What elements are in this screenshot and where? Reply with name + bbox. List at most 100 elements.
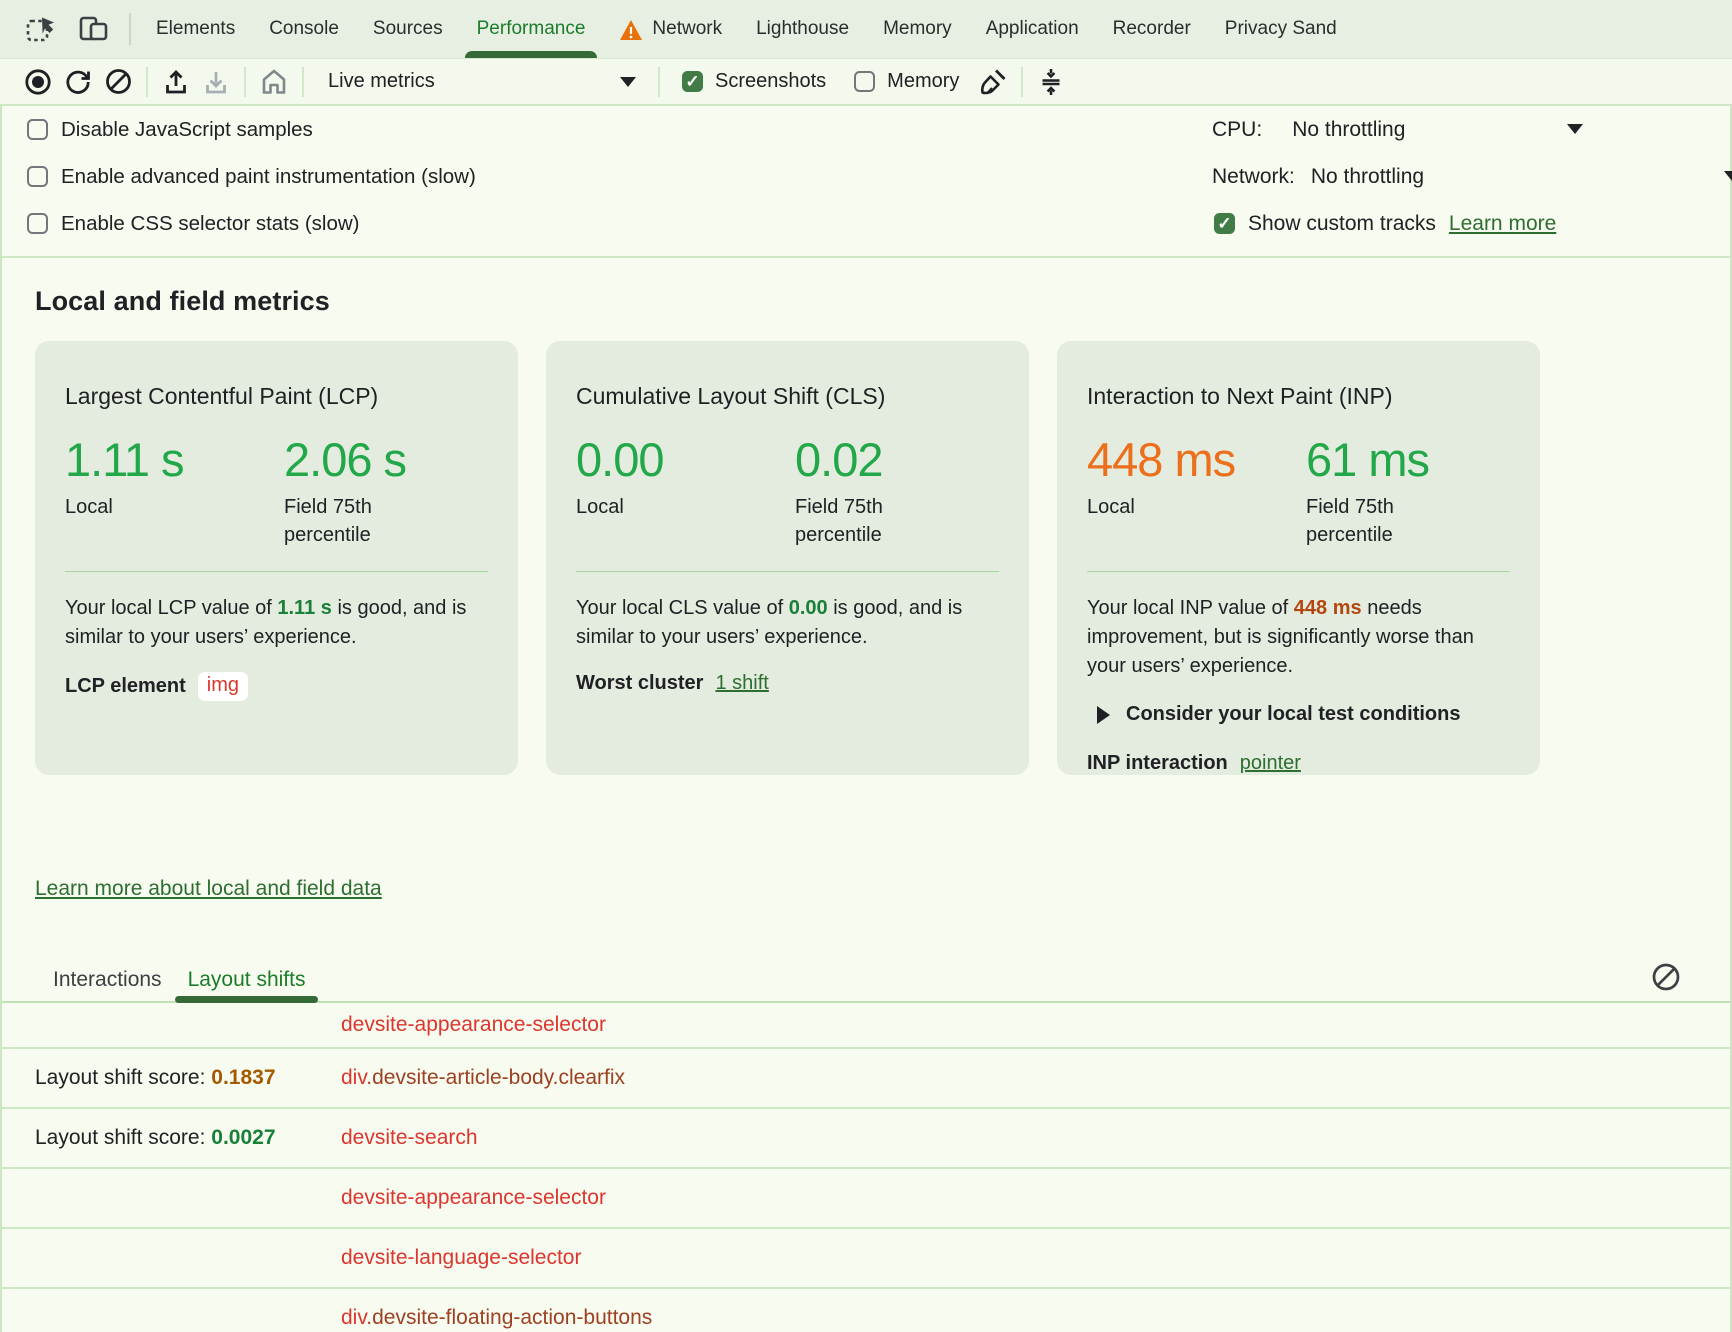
log-tab[interactable]: Layout shifts bbox=[175, 959, 319, 1001]
panel-tab[interactable]: Network bbox=[602, 0, 739, 58]
screenshots-label: Screenshots bbox=[715, 70, 826, 93]
log-tab[interactable]: Interactions bbox=[40, 959, 175, 1001]
clear-icon[interactable] bbox=[98, 63, 138, 101]
checkbox[interactable] bbox=[27, 119, 48, 140]
lcp-values: 1.11 s Local 2.06 s Field 75th percentil… bbox=[65, 435, 488, 549]
panel-tab-label: Lighthouse bbox=[756, 18, 849, 40]
view-mode-label: Live metrics bbox=[328, 70, 620, 93]
learn-more-link[interactable]: Learn more bbox=[1449, 212, 1556, 236]
capture-settings-checkboxes: Disable JavaScript samples Enable advanc… bbox=[27, 106, 476, 247]
table-row[interactable]: devsite-appearance-selector bbox=[2, 1003, 1730, 1049]
element-link[interactable]: devsite-language-selector bbox=[341, 1246, 581, 1269]
element-link[interactable]: devsite-appearance-selector bbox=[341, 1186, 606, 1209]
network-label: Network: bbox=[1212, 165, 1295, 189]
lcp-element-link[interactable]: img bbox=[198, 672, 248, 701]
cls-field-label: Field 75th percentile bbox=[795, 493, 955, 549]
toolbar-separator bbox=[244, 67, 246, 97]
checkbox[interactable] bbox=[27, 166, 48, 187]
cls-worst-cluster-row: Worst cluster 1 shift bbox=[576, 672, 999, 695]
memory-toggle[interactable]: Memory bbox=[840, 70, 973, 93]
custom-tracks-checkbox[interactable] bbox=[1214, 213, 1235, 234]
checkbox-label: Enable advanced paint instrumentation (s… bbox=[61, 165, 476, 189]
download-profile-icon[interactable] bbox=[196, 63, 236, 101]
device-toolbar-icon[interactable] bbox=[67, 0, 121, 58]
inp-local-value: 448 ms bbox=[1087, 435, 1306, 484]
gc-broom-icon[interactable] bbox=[973, 63, 1013, 101]
panel-tab-label: Elements bbox=[156, 18, 235, 40]
checkbox[interactable] bbox=[27, 213, 48, 234]
page-title: Local and field metrics bbox=[2, 258, 1730, 317]
element-link[interactable]: devsite-appearance-selector bbox=[341, 1013, 606, 1036]
table-row[interactable]: Layout shift score: 0.1837 div.devsite-a… bbox=[2, 1049, 1730, 1109]
settings-checkbox-row[interactable]: Disable JavaScript samples bbox=[27, 106, 476, 153]
element-link[interactable]: div.devsite-article-body.clearfix bbox=[341, 1066, 625, 1089]
table-row[interactable]: devsite-appearance-selector bbox=[2, 1169, 1730, 1229]
settings-checkbox-row[interactable]: Enable CSS selector stats (slow) bbox=[27, 200, 476, 247]
upload-profile-icon[interactable] bbox=[156, 63, 196, 101]
table-row[interactable]: devsite-language-selector bbox=[2, 1229, 1730, 1289]
table-row[interactable]: div.devsite-floating-action-buttons bbox=[2, 1289, 1730, 1332]
inp-interaction-label: INP interaction bbox=[1087, 752, 1228, 775]
inp-interaction-row: INP interaction pointer bbox=[1087, 752, 1510, 775]
inp-interaction-link[interactable]: pointer bbox=[1240, 752, 1301, 775]
panel-tab[interactable]: Console bbox=[252, 0, 356, 58]
element-link[interactable]: div.devsite-floating-action-buttons bbox=[341, 1306, 652, 1329]
panel-tab-label: Application bbox=[986, 18, 1079, 40]
cls-summary: Your local CLS value of 0.00 is good, an… bbox=[576, 594, 999, 652]
worst-cluster-link[interactable]: 1 shift bbox=[715, 672, 768, 695]
cls-values: 0.00 Local 0.02 Field 75th percentile bbox=[576, 435, 999, 549]
clear-log-icon[interactable] bbox=[1651, 962, 1681, 997]
inp-summary-value: 448 ms bbox=[1294, 597, 1362, 619]
chevron-down-icon bbox=[1567, 124, 1583, 134]
record-icon[interactable] bbox=[18, 63, 58, 101]
inp-values: 448 ms Local 61 ms Field 75th percentile bbox=[1087, 435, 1510, 549]
cls-card-title: Cumulative Layout Shift (CLS) bbox=[576, 383, 999, 410]
panel-tab-label: Performance bbox=[477, 18, 586, 40]
metric-cards: Largest Contentful Paint (LCP) 1.11 s Lo… bbox=[35, 341, 1730, 775]
panel-tab[interactable]: Elements bbox=[139, 0, 252, 58]
inp-card-title: Interaction to Next Paint (INP) bbox=[1087, 383, 1510, 410]
reload-icon[interactable] bbox=[58, 63, 98, 101]
collapse-icon[interactable] bbox=[1031, 63, 1071, 101]
inp-local-label: Local bbox=[1087, 493, 1247, 521]
checkbox-label: Disable JavaScript samples bbox=[61, 118, 313, 142]
layout-shift-score-label: Layout shift score: bbox=[35, 1126, 211, 1149]
panel-tab[interactable]: Privacy Sand bbox=[1208, 0, 1354, 58]
screenshots-toggle[interactable]: Screenshots bbox=[668, 70, 840, 93]
panel-tab[interactable]: Performance bbox=[460, 0, 603, 58]
toolbar-separator bbox=[658, 67, 660, 97]
element-cell: devsite-language-selector bbox=[341, 1246, 581, 1270]
layout-shifts-table: devsite-appearance-selector Layout shift… bbox=[2, 1003, 1730, 1332]
network-throttling-select[interactable]: No throttling bbox=[1311, 165, 1424, 189]
panel-tab[interactable]: Memory bbox=[866, 0, 969, 58]
panel-tab[interactable]: Application bbox=[969, 0, 1096, 58]
table-row[interactable]: Layout shift score: 0.0027 devsite-searc… bbox=[2, 1109, 1730, 1169]
lcp-field-label: Field 75th percentile bbox=[284, 493, 444, 549]
home-icon[interactable] bbox=[254, 63, 294, 101]
learn-more-field-data-link[interactable]: Learn more about local and field data bbox=[35, 877, 382, 901]
panel-tab[interactable]: Recorder bbox=[1096, 0, 1208, 58]
layout-shift-score-cell: Layout shift score: 0.0027 bbox=[2, 1126, 341, 1150]
inspect-element-icon[interactable] bbox=[14, 0, 67, 58]
performance-toolbar: Live metrics Screenshots Memory bbox=[0, 59, 1732, 106]
cpu-throttling-row: CPU: No throttling bbox=[1212, 106, 1732, 153]
element-cell: devsite-appearance-selector bbox=[341, 1013, 606, 1037]
worst-cluster-label: Worst cluster bbox=[576, 672, 703, 695]
cls-local-label: Local bbox=[576, 493, 736, 521]
panel-tab[interactable]: Lighthouse bbox=[739, 0, 866, 58]
local-test-conditions-disclosure[interactable]: Consider your local test conditions bbox=[1087, 703, 1510, 726]
cpu-throttling-select[interactable]: No throttling bbox=[1292, 118, 1405, 142]
memory-label: Memory bbox=[887, 70, 959, 93]
layout-shift-score-value: 0.0027 bbox=[211, 1126, 275, 1149]
screenshots-checkbox[interactable] bbox=[682, 71, 703, 92]
panel-tab-label: Privacy Sand bbox=[1225, 18, 1337, 40]
settings-checkbox-row[interactable]: Enable advanced paint instrumentation (s… bbox=[27, 153, 476, 200]
log-tabs: Interactions Layout shifts bbox=[2, 959, 1730, 1003]
cls-local-value: 0.00 bbox=[576, 435, 795, 484]
custom-tracks-label: Show custom tracks bbox=[1248, 212, 1436, 236]
view-mode-select[interactable]: Live metrics bbox=[312, 63, 650, 101]
panel-tab[interactable]: Sources bbox=[356, 0, 460, 58]
element-cell: div.devsite-article-body.clearfix bbox=[341, 1066, 625, 1090]
memory-checkbox[interactable] bbox=[854, 71, 875, 92]
element-link[interactable]: devsite-search bbox=[341, 1126, 478, 1149]
